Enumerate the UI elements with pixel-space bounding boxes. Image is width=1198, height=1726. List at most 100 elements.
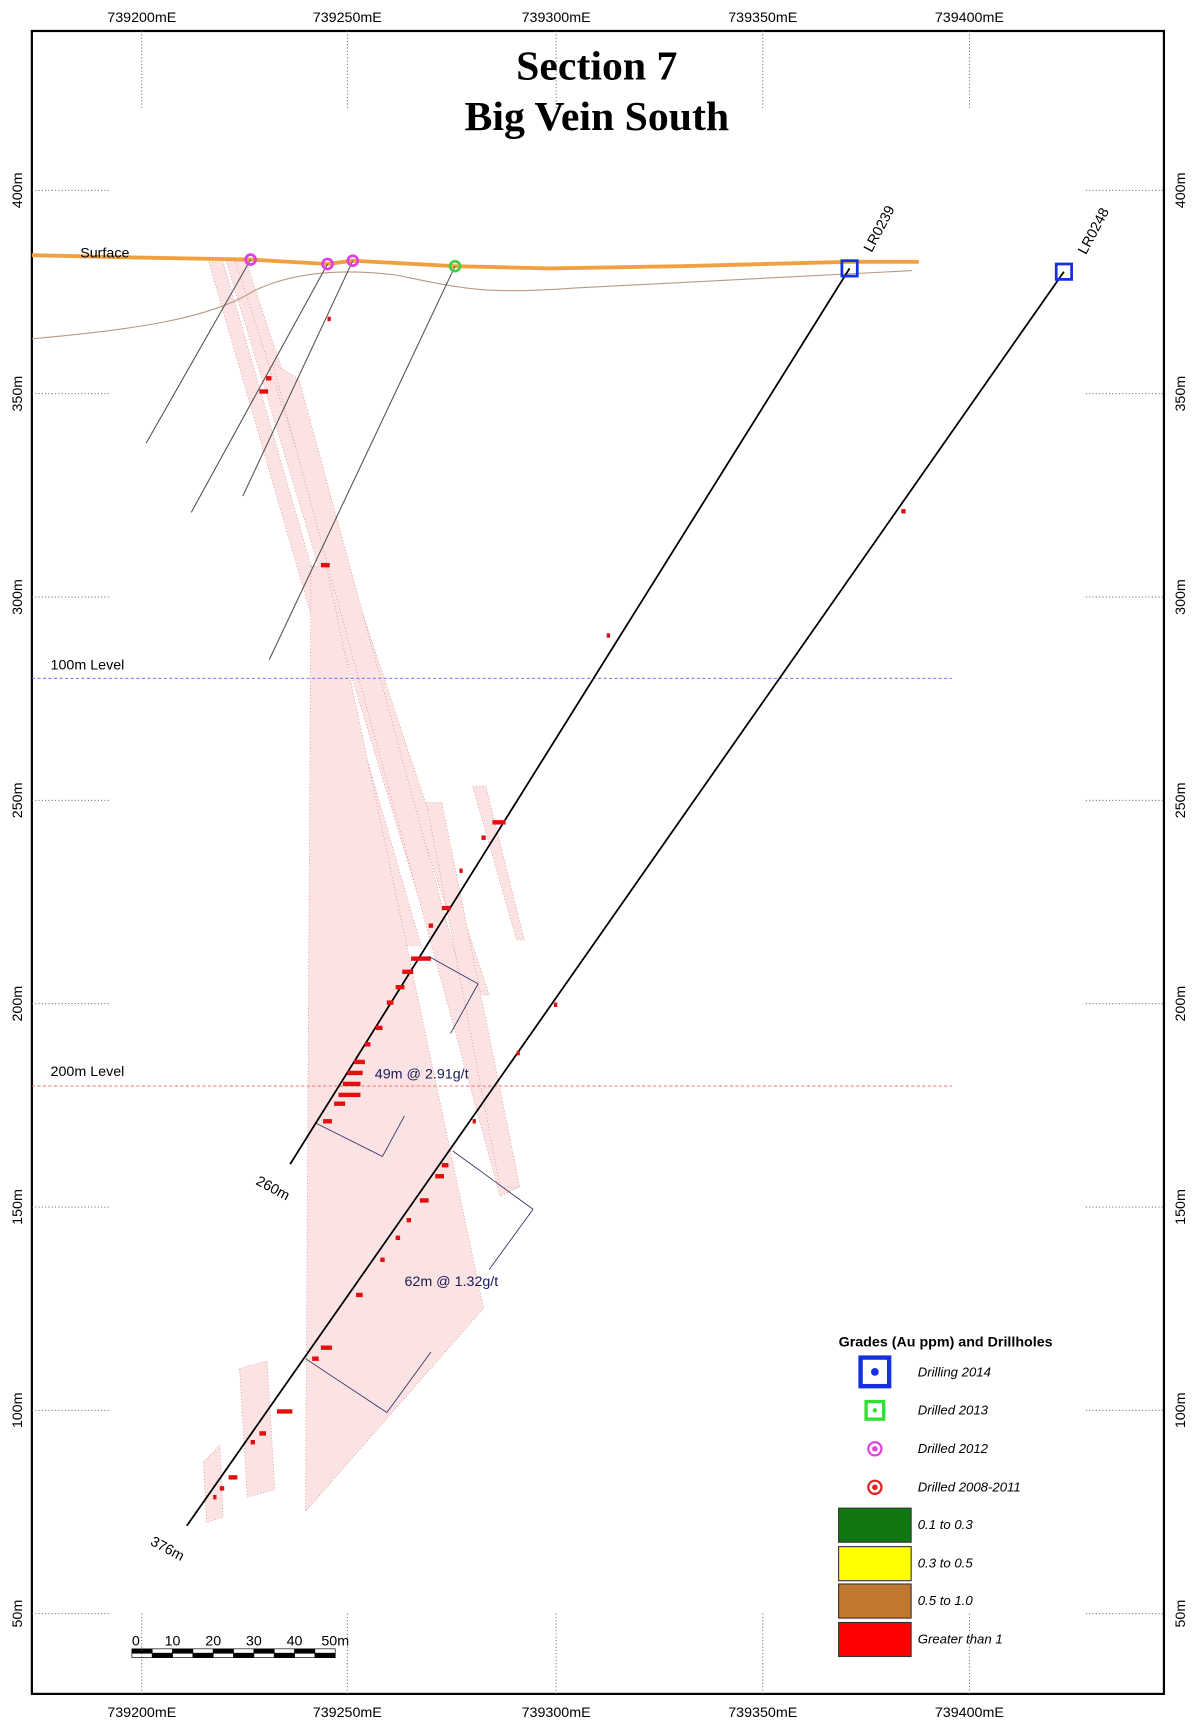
elevation-label: 100m xyxy=(1173,1392,1189,1428)
easting-label: 739300mE xyxy=(522,10,591,26)
elevation-label: 250m xyxy=(1173,783,1189,819)
grade-bar xyxy=(321,563,330,567)
elevation-label: 350m xyxy=(10,376,26,412)
easting-label: 739300mE xyxy=(522,1705,591,1721)
grade-bar xyxy=(213,1495,216,1499)
grade-bar xyxy=(365,1042,370,1046)
zone xyxy=(203,1446,223,1523)
grade-bar xyxy=(442,1163,449,1167)
grade-bar xyxy=(376,1026,383,1030)
legend-title: Grades (Au ppm) and Drillholes xyxy=(839,1335,1053,1351)
easting-label: 739250mE xyxy=(313,10,382,26)
zone xyxy=(473,786,525,940)
elevation-label: 300m xyxy=(10,579,26,615)
hole-id: LR0239 xyxy=(861,203,899,255)
elevation-label: 150m xyxy=(1173,1189,1189,1225)
grade-bar xyxy=(354,1060,365,1064)
scale-segment xyxy=(234,1653,254,1657)
grade-bar xyxy=(312,1356,319,1360)
grade-bar xyxy=(442,906,451,910)
grade-bar xyxy=(429,923,433,927)
grade-bar xyxy=(328,317,331,321)
grade-bar xyxy=(402,970,413,974)
frame xyxy=(32,31,1164,1694)
scale-label: 0 xyxy=(132,1634,140,1650)
scale-label: 20 xyxy=(205,1634,221,1650)
grade-bar xyxy=(323,1119,332,1123)
grade-bar xyxy=(277,1409,292,1413)
elevation-label: 400m xyxy=(10,173,26,209)
grade-bar xyxy=(220,1486,224,1490)
grade-bar xyxy=(321,1345,332,1349)
hole-id: LR0248 xyxy=(1075,205,1113,257)
legend-label: Drilled 2008-2011 xyxy=(918,1480,1021,1495)
grade-bar xyxy=(411,956,431,960)
legend-label: Greater than 1 xyxy=(918,1631,1003,1646)
easting-label: 739200mE xyxy=(107,1705,176,1721)
grade-bar xyxy=(492,820,505,824)
elevation-label: 100m xyxy=(10,1392,26,1428)
elevation-label: 400m xyxy=(1173,173,1189,209)
easting-label: 739350mE xyxy=(728,1705,797,1721)
grade-bar xyxy=(339,1093,361,1097)
section-diagram: 01020304050m Section 7Big Vein South7392… xyxy=(0,0,1198,1726)
grade-bar xyxy=(481,836,485,840)
grade-bar xyxy=(473,1119,476,1123)
legend-label: Drilled 2013 xyxy=(918,1403,989,1418)
intercept-label: 49m @ 2.91g/t xyxy=(375,1066,469,1082)
elevation-label: 200m xyxy=(10,986,26,1022)
surface-line xyxy=(32,255,919,268)
elevation-label: 300m xyxy=(1173,579,1189,615)
level-label: 200m Level xyxy=(51,1064,125,1080)
grade-bar xyxy=(380,1258,384,1262)
scale-segment xyxy=(274,1653,294,1657)
grade-bar xyxy=(407,1218,411,1222)
scale-label: 40 xyxy=(287,1634,303,1650)
elevation-label: 250m xyxy=(10,783,26,819)
surface-label: Surface xyxy=(80,245,129,261)
legend-symbols xyxy=(839,1358,912,1657)
intercept-label: 62m @ 1.32g/t xyxy=(404,1274,498,1290)
elevation-label: 50m xyxy=(1173,1600,1189,1628)
scale-segment xyxy=(315,1653,335,1657)
grade-bar xyxy=(334,1102,345,1106)
hole-depth: 376m xyxy=(148,1534,187,1565)
scale-segment xyxy=(173,1653,193,1657)
grade-bar xyxy=(396,985,405,989)
grade-bar xyxy=(343,1082,361,1086)
scale-segment xyxy=(295,1653,315,1657)
elevation-label: 50m xyxy=(10,1600,26,1628)
level-label: 100m Level xyxy=(51,658,125,674)
grade-bar xyxy=(607,633,610,637)
easting-label: 739350mE xyxy=(728,10,797,26)
grade-bar xyxy=(459,868,462,872)
easting-label: 739250mE xyxy=(313,1705,382,1721)
title-line: Section 7 xyxy=(516,43,677,89)
legend-label: 0.3 to 0.5 xyxy=(918,1556,974,1571)
mineral-zones xyxy=(203,262,524,1523)
page: {"header": {"title_lines": ["Section 7",… xyxy=(0,0,1198,1726)
grade-bar xyxy=(251,1440,255,1444)
grade-bar xyxy=(435,1174,444,1178)
scale-segment xyxy=(254,1653,274,1657)
grade-bar xyxy=(259,389,268,393)
scale-label: 50m xyxy=(321,1634,349,1650)
legend-label: Drilled 2012 xyxy=(918,1441,989,1456)
elevation-label: 350m xyxy=(1173,376,1189,412)
legend-label: 0.5 to 1.0 xyxy=(918,1593,974,1608)
grade-bar xyxy=(420,1198,429,1202)
grade-bar xyxy=(554,1003,557,1007)
grade-bar xyxy=(266,376,271,380)
scale-segment xyxy=(213,1653,233,1657)
scale-label: 10 xyxy=(165,1634,181,1650)
easting-label: 739400mE xyxy=(935,1705,1004,1721)
grade-bar xyxy=(396,1236,400,1240)
grade-bar xyxy=(229,1475,238,1479)
grade-bar xyxy=(901,509,905,513)
easting-label: 739200mE xyxy=(107,10,176,26)
grade-bar xyxy=(517,1051,520,1055)
elevation-label: 200m xyxy=(1173,986,1189,1022)
grade-bar xyxy=(259,1431,266,1435)
grade-bar xyxy=(347,1071,362,1075)
